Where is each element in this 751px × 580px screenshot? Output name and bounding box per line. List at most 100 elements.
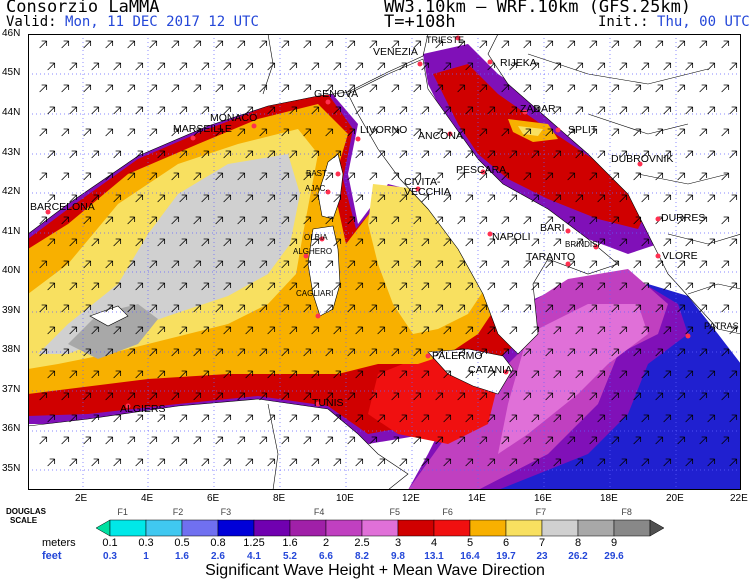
direction-arrow [135, 238, 144, 247]
init-row: Init.: Thu, 00 UTC [598, 14, 750, 30]
direction-arrow [355, 282, 364, 291]
direction-arrow [91, 458, 100, 467]
direction-arrow [699, 436, 708, 445]
lon-label: 20E [666, 493, 684, 504]
direction-arrow [721, 128, 730, 137]
direction-arrow [567, 172, 576, 181]
direction-arrow [435, 172, 444, 181]
direction-arrow [61, 216, 70, 225]
direction-arrow [113, 414, 122, 423]
direction-arrow [201, 414, 210, 423]
direction-arrow [663, 194, 672, 203]
direction-arrow [193, 172, 202, 181]
direction-arrow [69, 370, 78, 379]
direction-arrow [311, 326, 320, 335]
lat-label: 36N [2, 423, 21, 434]
lat-label: 43N [2, 147, 21, 158]
direction-arrow [179, 458, 188, 467]
direction-arrow [39, 392, 48, 401]
direction-arrow [619, 326, 628, 335]
direction-arrow [259, 40, 268, 49]
direction-arrow [113, 370, 122, 379]
direction-arrow [597, 282, 606, 291]
direction-arrow [699, 128, 708, 137]
meter-value: 1.6 [282, 537, 297, 549]
direction-arrow [259, 436, 268, 445]
direction-arrow [523, 436, 532, 445]
direction-arrow [369, 436, 378, 445]
direction-arrow [157, 282, 166, 291]
city-marseille: MARSEILLE [173, 123, 232, 135]
direction-arrow [523, 216, 532, 225]
direction-arrow [39, 84, 48, 93]
city-olbia: OLBIA [304, 233, 328, 242]
wave-direction-arrows [39, 40, 738, 467]
direction-arrow [399, 238, 408, 247]
direction-arrow [311, 458, 320, 467]
direction-arrow [267, 194, 276, 203]
direction-arrow [347, 392, 356, 401]
direction-arrow [127, 40, 136, 49]
direction-arrow [553, 414, 562, 423]
direction-arrow [179, 326, 188, 335]
direction-arrow [721, 260, 730, 269]
direction-arrow [443, 414, 452, 423]
direction-arrow [149, 260, 158, 269]
direction-arrow [333, 414, 342, 423]
direction-arrow [69, 282, 78, 291]
direction-arrow [215, 304, 224, 313]
direction-arrow [391, 260, 400, 269]
direction-arrow [223, 326, 232, 335]
meter-value: 6 [503, 537, 509, 549]
direction-arrow [223, 370, 232, 379]
direction-arrow [281, 304, 290, 313]
direction-arrow [215, 84, 224, 93]
direction-arrow [443, 194, 452, 203]
direction-arrow [61, 84, 70, 93]
direction-arrow [69, 238, 78, 247]
direction-arrow [377, 194, 386, 203]
direction-arrow [663, 370, 672, 379]
direction-arrow [435, 84, 444, 93]
direction-arrow [531, 194, 540, 203]
forecast-step: T=+108h [384, 12, 456, 32]
direction-arrow [399, 414, 408, 423]
italy-land [347, 58, 619, 355]
direction-arrow [523, 348, 532, 357]
direction-arrow [223, 414, 232, 423]
direction-arrow [179, 62, 188, 71]
direction-arrow [465, 194, 474, 203]
direction-arrow [597, 194, 606, 203]
direction-arrow [531, 458, 540, 467]
direction-arrow [157, 414, 166, 423]
direction-arrow [707, 370, 716, 379]
legend-title: Significant Wave Height + Mean Wave Dire… [205, 562, 545, 579]
direction-arrow [479, 436, 488, 445]
direction-arrow [201, 282, 210, 291]
direction-arrow [333, 282, 342, 291]
direction-arrow [619, 370, 628, 379]
direction-arrow [575, 282, 584, 291]
direction-arrow [589, 128, 598, 137]
direction-arrow [149, 436, 158, 445]
feet-values: 0.3 1 1.6 2.6 4.1 5.2 6.6 8.2 9.8 13.1 16.4 19.7 23 2… [103, 551, 624, 562]
direction-arrow [677, 216, 686, 225]
direction-arrow [421, 150, 430, 159]
color-swatch [541, 519, 579, 537]
direction-arrow [91, 370, 100, 379]
direction-arrow [487, 106, 496, 115]
direction-arrow [223, 62, 232, 71]
valid-label: Valid: [6, 14, 57, 30]
meter-value: 3 [395, 537, 401, 549]
direction-arrow [633, 436, 642, 445]
direction-arrow [201, 238, 210, 247]
direction-arrow [531, 106, 540, 115]
direction-arrow [355, 62, 364, 71]
direction-arrow [479, 392, 488, 401]
direction-arrow [421, 106, 430, 115]
direction-arrow [39, 216, 48, 225]
direction-arrow [699, 84, 708, 93]
direction-arrow [193, 304, 202, 313]
direction-arrow [347, 348, 356, 357]
direction-arrow [663, 150, 672, 159]
